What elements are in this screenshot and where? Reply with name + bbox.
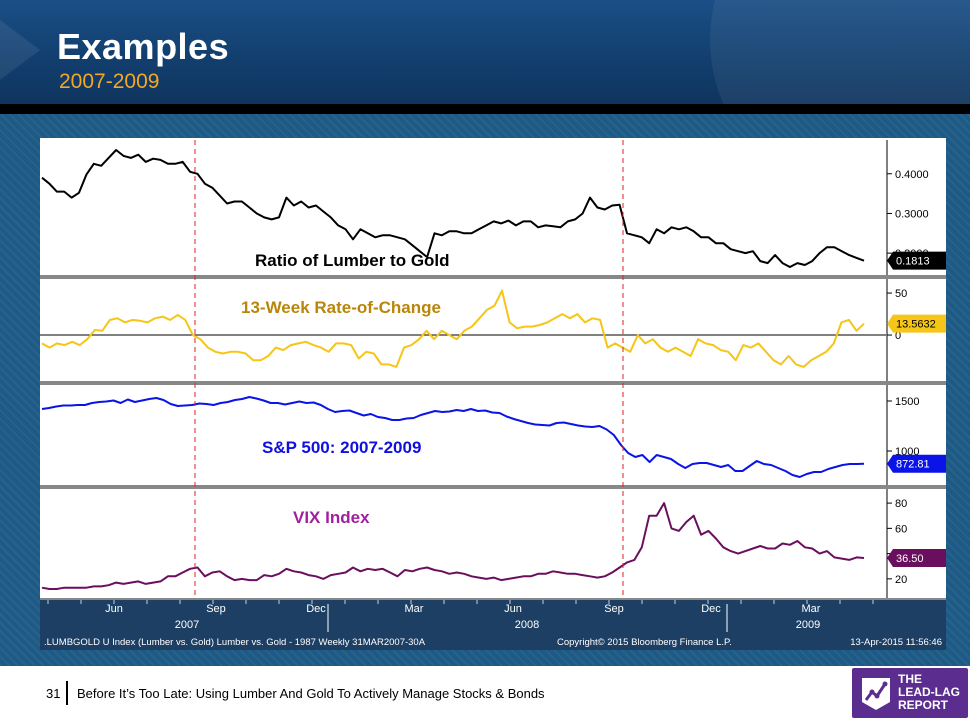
last-value-tag: [887, 251, 946, 270]
y-tick-label: 50: [895, 288, 907, 300]
x-year-label: 2008: [515, 619, 539, 631]
x-year-label: 2009: [796, 619, 820, 631]
series-line-1: [41, 149, 865, 268]
slide-subtitle: 2007-2009: [59, 70, 160, 93]
x-tick-label: Dec: [701, 603, 721, 615]
x-year-label: 2007: [175, 619, 199, 631]
slide-title: Examples: [57, 26, 230, 67]
y-tick-label: 20: [895, 574, 907, 586]
x-tick-label: Mar: [405, 603, 424, 615]
panel-label: S&P 500: 2007-2009: [262, 438, 421, 457]
y-tick-label: 0.3000: [895, 208, 929, 220]
x-tick-label: Jun: [105, 603, 123, 615]
x-tick-label: Sep: [206, 603, 226, 615]
header-decoration: [710, 0, 970, 104]
panel-label: 13-Week Rate-of-Change: [241, 298, 441, 317]
y-tick-label: 1500: [895, 396, 919, 408]
last-value-label: 36.50: [896, 553, 924, 565]
last-value-tag: [887, 454, 946, 473]
x-tick-label: Dec: [306, 603, 326, 615]
series-line-4: [41, 502, 865, 590]
y-axis-area: [886, 138, 946, 600]
page-number: 31: [46, 686, 61, 701]
y-tick-label: 60: [895, 523, 907, 535]
logo-text-line: REPORT: [898, 698, 949, 712]
logo-text-line: THE: [898, 672, 922, 686]
last-value-tag: [887, 549, 946, 568]
logo-text-line: LEAD-LAG: [898, 685, 960, 699]
last-value-label: 13.5632: [896, 319, 936, 331]
chart-area: [40, 138, 946, 650]
x-tick-label: Sep: [604, 603, 624, 615]
footer-text: Before It’s Too Late: Using Lumber And G…: [77, 686, 545, 701]
bloomberg-timestamp: 13-Apr-2015 11:56:46: [850, 637, 942, 648]
y-tick-label: 0.4000: [895, 169, 929, 181]
footer-divider: [66, 681, 68, 705]
lead-lag-logo: THE LEAD-LAG REPORT: [852, 668, 968, 718]
series-line-3: [41, 396, 865, 478]
x-tick-label: Jun: [504, 603, 522, 615]
panel-label: Ratio of Lumber to Gold: [255, 251, 450, 270]
header-divider: [0, 104, 970, 114]
y-tick-label: 0: [895, 330, 901, 342]
slide-header: Examples 2007-2009: [0, 0, 970, 104]
last-value-label: 0.1813: [896, 256, 930, 268]
bloomberg-copyright: Copyright© 2015 Bloomberg Finance L.P.: [557, 637, 732, 648]
x-axis-strip: [40, 600, 946, 650]
panel-label: VIX Index: [293, 508, 370, 527]
logo-mark-icon: [862, 678, 890, 710]
last-value-label: 872.81: [896, 459, 930, 471]
bloomberg-source-text: .LUMBGOLD U Index (Lumber vs. Gold) Lumb…: [44, 637, 426, 648]
series-line-2: [41, 289, 865, 368]
last-value-tag: [887, 314, 946, 333]
header-decoration: [0, 0, 40, 104]
y-tick-label: 80: [895, 498, 907, 510]
x-tick-label: Mar: [802, 603, 821, 615]
